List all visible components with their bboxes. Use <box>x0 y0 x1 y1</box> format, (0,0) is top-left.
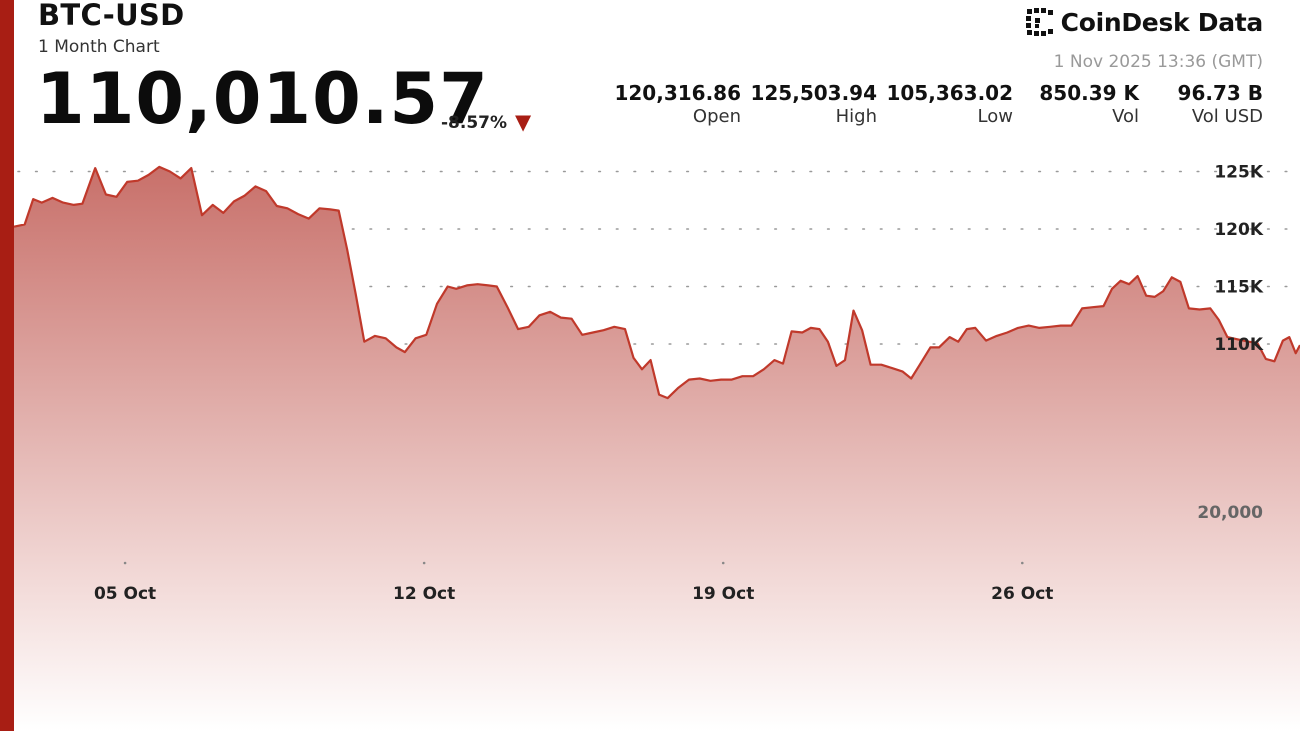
stat-vol-usd: 96.73 B Vol USD <box>1178 81 1263 129</box>
stat-open: 120,316.86 Open <box>614 81 741 129</box>
stat-vol-usd-value: 96.73 B <box>1177 81 1263 105</box>
y-tick-label-2: 115K <box>1214 278 1263 298</box>
stat-low-value: 105,363.02 <box>886 81 1013 105</box>
brand-accent-bar <box>0 0 14 731</box>
x-tick-mark-2 <box>721 561 725 565</box>
x-tick-label-0: 05 Oct <box>94 584 156 604</box>
stat-high: 125,503.94 High <box>750 81 877 129</box>
x-tick-label-3: 26 Oct <box>991 584 1053 604</box>
stat-vol-usd-label: Vol USD <box>1191 106 1263 127</box>
x-axis-ticks: 05 Oct 12 Oct 19 Oct 26 Oct <box>94 561 1053 604</box>
stat-high-value: 125,503.94 <box>750 81 877 105</box>
brand-name: CoinDesk Data <box>1060 7 1264 37</box>
ticker-symbol: BTC-USD <box>38 0 185 32</box>
coindesk-logo-icon <box>1025 8 1053 36</box>
x-tick-mark-0 <box>123 561 127 565</box>
stat-open-label: Open <box>692 106 741 127</box>
volume-tick-label-0: 20,000 <box>1197 503 1263 523</box>
timestamp: 1 Nov 2025 13:36 (GMT) <box>1053 52 1263 72</box>
y-tick-label-0: 125K <box>1214 163 1263 183</box>
stat-low: 105,363.02 Low <box>886 81 1013 129</box>
x-tick-mark-3 <box>1020 561 1024 565</box>
x-tick-mark-1 <box>422 561 426 565</box>
y-tick-label-3: 110K <box>1214 335 1263 355</box>
price-change-percent: -8.57% <box>441 113 508 133</box>
stat-high-label: High <box>835 106 877 127</box>
stat-vol: 850.39 K Vol <box>1039 81 1139 129</box>
x-tick-label-2: 19 Oct <box>692 584 754 604</box>
stat-low-label: Low <box>977 106 1013 127</box>
y-tick-label-1: 120K <box>1214 220 1263 240</box>
x-tick-label-1: 12 Oct <box>393 584 455 604</box>
change-down-arrow-icon: ▼ <box>515 110 532 134</box>
current-price: 110,010.57 <box>36 58 489 140</box>
stat-open-value: 120,316.86 <box>614 81 741 105</box>
price-area-fill <box>14 166 1300 731</box>
stat-vol-value: 850.39 K <box>1039 81 1139 105</box>
chart-period: 1 Month Chart <box>38 37 160 57</box>
stat-vol-label: Vol <box>1112 106 1139 127</box>
brand-logo: CoinDesk Data <box>1025 7 1263 37</box>
price-line <box>13 165 1300 400</box>
y-axis-ticks: 125K 120K 115K 110K 20,000 <box>1197 163 1263 524</box>
